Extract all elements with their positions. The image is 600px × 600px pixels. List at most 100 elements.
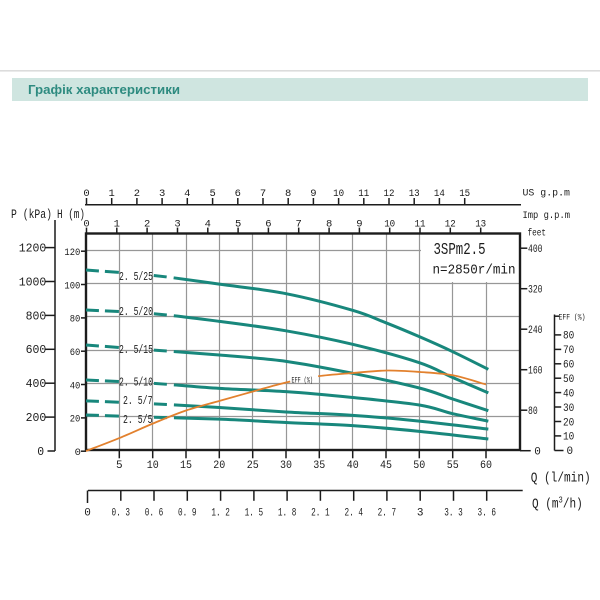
svg-text:12: 12 — [384, 188, 395, 200]
svg-text:2. 5/7: 2. 5/7 — [123, 394, 153, 408]
svg-text:0. 9: 0. 9 — [178, 507, 197, 519]
svg-text:70: 70 — [563, 345, 574, 357]
svg-text:0: 0 — [75, 447, 81, 459]
svg-text:2. 4: 2. 4 — [344, 507, 363, 519]
svg-text:11: 11 — [358, 188, 369, 200]
svg-text:6: 6 — [235, 188, 241, 200]
svg-text:0: 0 — [37, 446, 44, 459]
svg-text:n=2850r/min: n=2850r/min — [433, 263, 516, 279]
svg-text:1000: 1000 — [19, 276, 47, 289]
svg-text:14: 14 — [434, 188, 445, 200]
svg-text:8: 8 — [285, 188, 291, 200]
svg-text:13: 13 — [475, 219, 486, 231]
svg-text:5: 5 — [209, 188, 215, 200]
svg-text:400: 400 — [26, 378, 47, 391]
svg-text:320: 320 — [528, 285, 543, 297]
svg-text:0: 0 — [83, 219, 89, 231]
svg-text:7: 7 — [260, 188, 266, 200]
svg-text:5: 5 — [235, 219, 241, 231]
svg-text:60: 60 — [70, 347, 81, 359]
svg-text:400: 400 — [528, 244, 543, 256]
svg-text:15: 15 — [180, 460, 192, 472]
svg-text:80: 80 — [70, 314, 81, 326]
svg-text:0. 6: 0. 6 — [145, 507, 164, 519]
svg-text:2. 5/10: 2. 5/10 — [119, 376, 153, 390]
svg-text:800: 800 — [26, 310, 47, 323]
svg-text:10: 10 — [384, 219, 395, 231]
svg-text:Графік характеристики: Графік характеристики — [28, 82, 180, 97]
svg-text:3. 6: 3. 6 — [477, 507, 496, 519]
svg-text:1: 1 — [109, 188, 115, 200]
svg-text:EFF (%): EFF (%) — [292, 375, 314, 385]
svg-text:2. 5/15: 2. 5/15 — [119, 343, 153, 357]
svg-text:0. 3: 0. 3 — [112, 507, 131, 519]
svg-text:100: 100 — [64, 280, 80, 292]
svg-text:3SPm2.5: 3SPm2.5 — [434, 240, 486, 259]
svg-text:120: 120 — [64, 247, 80, 259]
svg-text:40: 40 — [563, 388, 574, 400]
svg-text:11: 11 — [415, 219, 426, 231]
svg-text:30: 30 — [563, 403, 574, 415]
svg-text:12: 12 — [445, 219, 456, 231]
svg-text:EFF (%): EFF (%) — [559, 313, 586, 323]
svg-text:5: 5 — [116, 460, 123, 472]
svg-text:20: 20 — [70, 414, 81, 426]
svg-text:80: 80 — [528, 406, 538, 418]
svg-text:50: 50 — [563, 374, 574, 386]
svg-text:3: 3 — [417, 507, 424, 519]
svg-text:1200: 1200 — [19, 243, 47, 256]
svg-text:1. 5: 1. 5 — [245, 507, 264, 519]
svg-text:4: 4 — [205, 219, 211, 231]
svg-text:10: 10 — [333, 188, 344, 200]
svg-text:US g.p.m: US g.p.m — [523, 189, 571, 200]
svg-text:2. 5/25: 2. 5/25 — [119, 270, 153, 284]
svg-text:feet: feet — [528, 228, 547, 240]
svg-text:3: 3 — [174, 219, 180, 231]
svg-text:50: 50 — [413, 460, 425, 472]
svg-text:40: 40 — [347, 460, 359, 472]
svg-text:25: 25 — [247, 460, 259, 472]
svg-text:Imp g.p.m: Imp g.p.m — [523, 211, 571, 222]
svg-text:200: 200 — [26, 412, 47, 425]
svg-text:60: 60 — [563, 360, 574, 372]
svg-text:20: 20 — [213, 460, 225, 472]
svg-text:2. 7: 2. 7 — [378, 507, 397, 519]
svg-text:2. 5/5: 2. 5/5 — [123, 413, 153, 427]
svg-text:8: 8 — [326, 219, 332, 231]
svg-text:160: 160 — [528, 366, 543, 378]
svg-text:10: 10 — [563, 432, 574, 444]
svg-text:0: 0 — [534, 447, 541, 459]
svg-text:9: 9 — [310, 188, 316, 200]
svg-text:2. 1: 2. 1 — [311, 507, 330, 519]
svg-text:0: 0 — [83, 188, 89, 200]
svg-text:0: 0 — [84, 507, 91, 519]
svg-text:1. 2: 1. 2 — [211, 507, 230, 519]
svg-text:4: 4 — [184, 188, 190, 200]
svg-text:2. 5/20: 2. 5/20 — [119, 305, 153, 319]
svg-text:80: 80 — [563, 331, 574, 343]
svg-text:Q (l/min): Q (l/min) — [531, 472, 591, 487]
svg-text:0: 0 — [567, 446, 574, 458]
svg-text:7: 7 — [296, 219, 302, 231]
svg-text:1: 1 — [114, 219, 120, 231]
svg-text:9: 9 — [356, 219, 362, 231]
svg-text:35: 35 — [313, 460, 325, 472]
svg-text:6: 6 — [265, 219, 271, 231]
svg-text:H (m): H (m) — [57, 207, 85, 222]
svg-text:60: 60 — [480, 460, 492, 472]
svg-text:30: 30 — [280, 460, 292, 472]
svg-text:13: 13 — [409, 188, 420, 200]
svg-text:Q (m3/h): Q (m3/h) — [532, 496, 583, 512]
svg-text:40: 40 — [70, 380, 81, 392]
svg-text:2: 2 — [144, 219, 150, 231]
svg-text:15: 15 — [459, 188, 470, 200]
svg-text:240: 240 — [528, 325, 543, 337]
svg-text:45: 45 — [380, 460, 392, 472]
svg-text:P (kPa): P (kPa) — [11, 207, 52, 222]
svg-text:3: 3 — [159, 188, 165, 200]
svg-text:3. 3: 3. 3 — [444, 507, 463, 519]
svg-text:600: 600 — [26, 344, 47, 357]
svg-text:2: 2 — [134, 188, 140, 200]
svg-text:10: 10 — [147, 460, 159, 472]
svg-text:1. 8: 1. 8 — [278, 507, 297, 519]
